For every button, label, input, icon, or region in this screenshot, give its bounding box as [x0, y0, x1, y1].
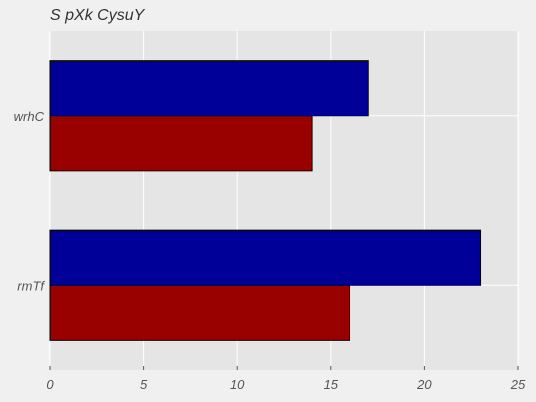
x-tick-label: 15 — [324, 377, 339, 392]
x-tick-label: 0 — [46, 377, 54, 392]
y-tick-label: wrhC — [14, 109, 45, 124]
bar — [49, 229, 482, 286]
x-tick-label: 25 — [510, 377, 526, 392]
x-tick-label: 5 — [140, 377, 148, 392]
bar — [49, 284, 351, 341]
y-tick-label: rmTf — [17, 278, 45, 293]
chart-title: S pXk CysuY — [50, 7, 145, 24]
x-tick-label: 20 — [416, 377, 432, 392]
bar — [49, 115, 313, 172]
x-tick-label: 10 — [230, 377, 245, 392]
bar — [49, 60, 369, 117]
